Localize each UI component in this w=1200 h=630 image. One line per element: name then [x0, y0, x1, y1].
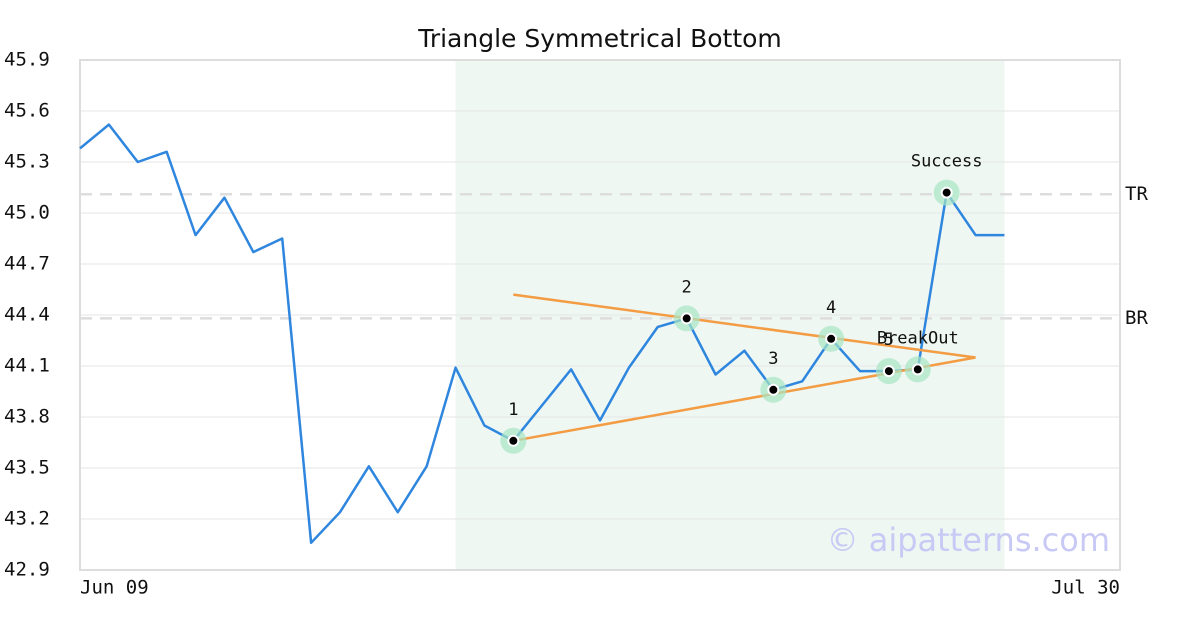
y-tick-label: 42.9 — [4, 559, 50, 581]
level-label: TR — [1125, 183, 1148, 205]
pattern-point — [680, 312, 693, 325]
y-tick-label: 45.6 — [4, 100, 50, 122]
y-tick-label: 43.8 — [4, 406, 50, 428]
level-label: BR — [1125, 307, 1148, 329]
x-tick-label: Jun 09 — [80, 577, 149, 599]
y-tick-label: 45.9 — [4, 49, 50, 71]
pattern-point-label: 2 — [682, 277, 692, 297]
pattern-point — [767, 383, 780, 396]
chart-title: Triangle Symmetrical Bottom — [417, 24, 782, 53]
y-tick-label: 44.7 — [4, 253, 50, 275]
pattern-point — [825, 332, 838, 345]
plot-frame — [79, 59, 1121, 571]
pattern-point-label: 3 — [768, 349, 778, 369]
price-line — [79, 123, 1005, 545]
pattern-point-label: 1 — [508, 400, 518, 420]
trend-line — [513, 293, 976, 359]
y-tick-label: 45.3 — [4, 151, 50, 173]
y-tick-label: 44.4 — [4, 304, 50, 326]
y-tick-label: 43.5 — [4, 457, 50, 479]
y-tick-label: 44.1 — [4, 355, 50, 377]
pattern-point-label: 4 — [826, 298, 836, 318]
pattern-point-label: Success — [911, 152, 983, 172]
pattern-point — [940, 186, 953, 199]
watermark: © aipatterns.com — [827, 521, 1110, 559]
pattern-point-label: BreakOut — [877, 328, 959, 348]
pattern-point — [911, 363, 924, 376]
pattern-point — [882, 365, 895, 378]
y-tick-label: 43.2 — [4, 508, 50, 530]
y-tick-label: 45.0 — [4, 202, 50, 224]
pattern-point — [507, 434, 520, 447]
x-tick-label: Jul 30 — [1051, 577, 1120, 599]
pattern-point-label: 5 — [884, 330, 894, 350]
